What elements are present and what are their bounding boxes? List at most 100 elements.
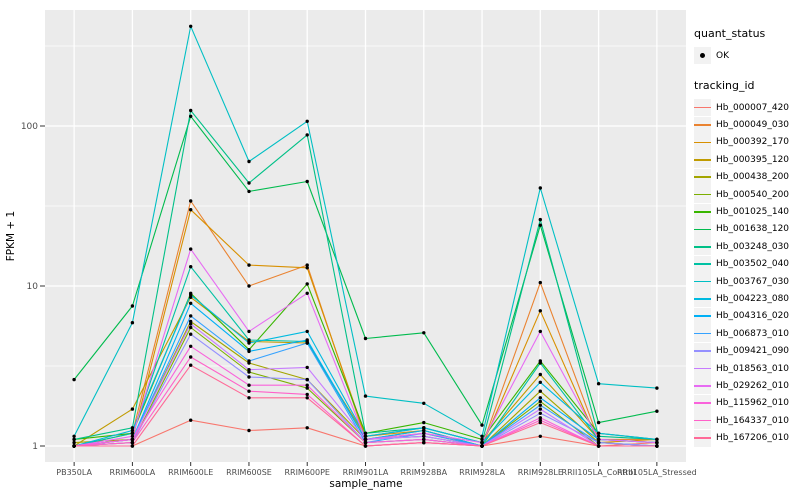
legend-item-tracking: Hb_000395_120	[694, 151, 800, 169]
data-point	[305, 365, 309, 370]
data-point	[305, 392, 309, 397]
data-point	[305, 341, 309, 345]
legend-item-ok: OK	[694, 47, 800, 64]
legend-key-swatch	[694, 360, 711, 378]
data-point	[538, 389, 542, 393]
legend-key-swatch	[694, 168, 711, 186]
data-point	[72, 377, 76, 382]
data-point	[538, 361, 542, 365]
legend-line-icon	[694, 141, 711, 144]
data-point	[305, 383, 309, 387]
legend-line-icon	[694, 280, 711, 283]
legend-item-label: Hb_000007_420	[716, 102, 790, 113]
legend-item-tracking: Hb_001638_120	[694, 220, 800, 238]
legend-key-swatch	[694, 394, 711, 412]
data-point	[130, 434, 135, 438]
y-axis-title: FPKM + 1	[5, 211, 17, 261]
legend-item-label: Hb_164337_010	[716, 415, 790, 426]
data-point	[189, 325, 193, 330]
legend-item-label: Hb_018563_010	[716, 363, 790, 374]
data-point	[480, 434, 484, 438]
data-point	[538, 223, 542, 227]
data-point	[247, 263, 251, 267]
data-point	[538, 418, 542, 422]
data-point	[247, 341, 251, 345]
data-point	[422, 428, 426, 433]
legend-key-swatch	[694, 325, 711, 343]
legend-line-icon	[694, 437, 711, 439]
data-point	[130, 304, 135, 308]
data-point	[538, 434, 542, 438]
data-point	[189, 199, 193, 203]
data-point	[363, 437, 368, 442]
data-point	[596, 382, 601, 386]
data-point	[189, 295, 193, 299]
data-point	[130, 437, 135, 442]
legend-item-label: Hb_000395_120	[716, 154, 790, 165]
y-tick-label: 100	[21, 122, 38, 132]
data-point	[305, 386, 309, 390]
legend-item-tracking: Hb_000392_170	[694, 133, 800, 151]
data-point	[422, 437, 426, 442]
data-point	[422, 440, 426, 445]
x-tick-label: PB350LA	[56, 468, 92, 477]
data-point	[305, 426, 309, 430]
legend-key-swatch	[694, 290, 711, 308]
legend-title-tracking-id: tracking_id	[694, 79, 755, 92]
data-point	[305, 282, 309, 286]
data-point	[538, 407, 542, 411]
legend-key-swatch	[694, 342, 711, 360]
data-point	[596, 444, 601, 448]
data-point	[596, 434, 601, 438]
data-point	[247, 359, 251, 363]
legend-item-tracking: Hb_029262_010	[694, 377, 800, 395]
legend-key-swatch	[694, 186, 711, 204]
data-point	[189, 208, 193, 212]
data-point	[305, 338, 309, 342]
legend-item-label: Hb_001638_120	[716, 224, 790, 235]
data-point	[596, 431, 601, 435]
legend-item-label: Hb_009421_090	[716, 346, 790, 357]
data-point	[538, 399, 542, 404]
legend-key-swatch	[694, 412, 711, 430]
data-point	[538, 420, 542, 425]
x-tick-label: RRIM600SE	[226, 468, 272, 477]
data-point	[130, 426, 135, 430]
data-point	[305, 396, 309, 400]
data-point	[422, 331, 426, 335]
legend-item-label: Hb_003248_030	[716, 241, 790, 252]
data-point	[189, 247, 193, 251]
legend-item-label: Hb_000392_170	[716, 137, 790, 148]
data-point	[538, 380, 542, 384]
legend-line-icon	[694, 245, 711, 248]
data-point	[189, 322, 193, 326]
data-point	[189, 108, 193, 113]
data-point	[247, 396, 251, 400]
data-point	[189, 265, 193, 269]
data-point	[538, 403, 542, 407]
data-point	[130, 428, 135, 433]
data-point	[655, 440, 659, 445]
data-point	[247, 338, 251, 342]
data-point	[72, 444, 76, 448]
data-point	[596, 420, 601, 425]
x-tick-label: RRIM928LE	[518, 468, 563, 477]
legend-line-icon	[694, 176, 711, 178]
legend-item-tracking: Hb_000540_200	[694, 186, 800, 204]
legend-item-label: Hb_115962_010	[716, 398, 790, 409]
data-point	[538, 280, 542, 285]
data-point	[130, 321, 135, 325]
legend-line-icon	[694, 332, 711, 335]
data-point	[189, 332, 193, 336]
y-tick-label: 10	[27, 282, 39, 292]
legend-tracking-entries: Hb_000007_420 Hb_000049_030 Hb_000392_170 H…	[694, 99, 800, 447]
data-point	[247, 349, 251, 354]
data-point	[422, 434, 426, 438]
data-point	[480, 437, 484, 442]
data-point	[422, 401, 426, 405]
data-point	[72, 434, 76, 438]
data-point	[305, 291, 309, 295]
data-point	[247, 189, 251, 194]
data-point	[72, 437, 76, 442]
